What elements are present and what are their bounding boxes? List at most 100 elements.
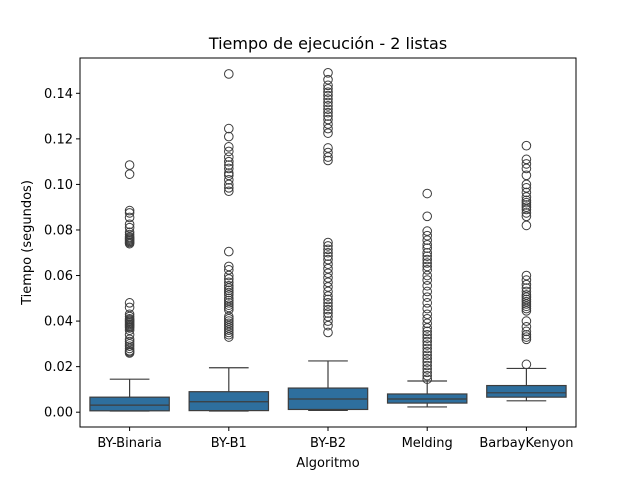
x-axis: BY-Binaria BY-B1 BY-B2 Melding BarbayKenyon [97, 427, 573, 451]
outlier-point [323, 123, 333, 134]
outlier-point [224, 152, 234, 162]
outlier-point [521, 359, 532, 370]
outlier-point [422, 251, 433, 261]
outlier-point [224, 283, 234, 293]
outlier-point [224, 69, 234, 79]
outlier-point [521, 208, 532, 218]
outlier-point [422, 340, 433, 350]
outlier-point [124, 160, 135, 170]
outlier-point [422, 230, 433, 241]
outlier-point [422, 357, 433, 367]
outlier-point [124, 311, 135, 322]
outlier-point [323, 147, 333, 158]
outlier-point [224, 123, 234, 134]
outlier-point [521, 329, 532, 340]
outlier-point [224, 183, 234, 193]
outlier-point [323, 259, 333, 269]
iqr-box [486, 384, 567, 398]
outlier-point [224, 293, 234, 304]
outlier-point [323, 107, 333, 118]
outlier-point [422, 364, 433, 374]
outlier-point [224, 325, 234, 335]
outlier-point [224, 274, 234, 284]
outlier-point [422, 329, 433, 340]
outlier-point [521, 200, 532, 210]
outlier-point [521, 275, 532, 285]
outlier-point [323, 104, 333, 115]
outlier-point [521, 286, 532, 297]
outlier-point [224, 298, 234, 308]
outlier-point [323, 83, 333, 94]
outlier-point [323, 114, 333, 125]
outlier-point [422, 265, 433, 275]
outlier-point [422, 353, 433, 364]
outlier-point [124, 339, 135, 349]
outlier-point [521, 294, 532, 305]
outlier-point [124, 229, 135, 240]
outlier-point [422, 303, 433, 314]
outlier-point [124, 238, 135, 249]
outlier-point [521, 301, 532, 312]
outlier-point [224, 285, 234, 296]
outlier-point [224, 311, 234, 322]
outlier-point [224, 179, 234, 190]
outlier-point [224, 332, 234, 342]
outlier-point [323, 247, 333, 258]
outlier-point [323, 273, 333, 283]
outlier-point [224, 261, 234, 272]
outlier-point [323, 143, 333, 153]
y-tick-label: 0.12 [44, 132, 73, 147]
outlier-point [521, 159, 532, 169]
outlier-point [323, 282, 333, 292]
outlier-point [521, 211, 532, 222]
outlier-point [521, 306, 532, 316]
outlier-point [224, 295, 234, 306]
outlier-point [224, 314, 234, 324]
outlier-point [422, 309, 433, 320]
outlier-point [521, 292, 532, 302]
outlier-point [224, 329, 234, 340]
outlier-point [323, 304, 333, 315]
outlier-point [422, 326, 433, 337]
outlier-point [521, 187, 532, 198]
y-tick-label: 0.04 [44, 315, 73, 330]
outlier-point [422, 258, 433, 268]
outlier-point [124, 302, 135, 313]
outlier-point [323, 291, 333, 301]
outlier-point [422, 336, 433, 347]
outlier-point [124, 227, 135, 238]
outlier-point [323, 155, 333, 166]
outlier-point [124, 212, 135, 223]
outlier-point [323, 327, 333, 338]
outlier-point [323, 119, 333, 129]
outlier-point [323, 68, 333, 78]
outlier-point [521, 192, 532, 202]
outlier-point [323, 308, 333, 318]
outlier-point [224, 186, 234, 197]
outlier-point [521, 321, 532, 332]
outlier-point [521, 316, 532, 326]
outlier-point [422, 350, 433, 361]
outlier-point [323, 286, 333, 297]
outlier-point [323, 152, 333, 162]
outlier-point [521, 283, 532, 293]
outlier-point [323, 241, 333, 251]
outlier-point [224, 265, 234, 275]
y-tick-label: 0.00 [44, 406, 73, 421]
outlier-point [124, 298, 135, 308]
outlier-point [124, 343, 135, 354]
outlier-point [521, 140, 532, 151]
outlier-point [323, 90, 333, 101]
y-tick-label: 0.02 [44, 360, 73, 375]
outlier-point [422, 254, 433, 265]
outlier-point [323, 254, 333, 265]
y-axis-label: Tiempo (segundos) [20, 180, 35, 306]
outlier-point [323, 111, 333, 121]
y-tick-label: 0.08 [44, 223, 73, 238]
outlier-point [323, 277, 333, 288]
outlier-point [521, 334, 532, 345]
outlier-point [422, 275, 433, 285]
outlier-point [422, 367, 433, 378]
outlier-point [224, 170, 234, 181]
outlier-point [323, 316, 333, 326]
